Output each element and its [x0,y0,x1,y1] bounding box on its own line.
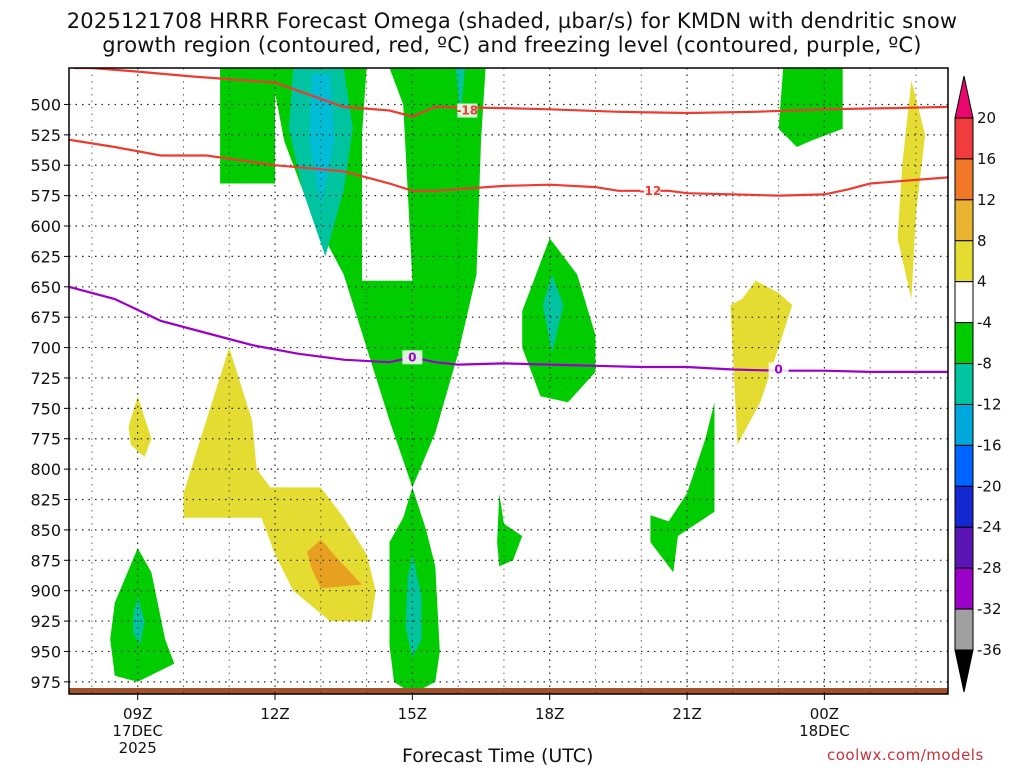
omega-region-17 [128,396,152,457]
x-tick-label-00Z: 00Z [810,705,839,723]
colorbar-label-7: -12 [977,395,1002,413]
contour-line-1 [69,138,948,197]
contour-label-2: 0 [408,350,416,364]
credit-link[interactable]: coolwx.com/models [827,746,984,764]
colorbar-swatch-8 [954,444,974,487]
colorbar-label-2: 12 [977,191,996,209]
grid [69,68,948,694]
contour-label-0: -18 [456,104,478,118]
contour-line-0 [73,68,948,118]
colorbar-label-6: -8 [977,355,992,373]
contours: -18 -12 0 0 [69,68,948,377]
colorbar-label-5: -4 [977,314,992,332]
contour-label-bg-2 [402,350,423,365]
colorbar-label-1: 16 [977,150,996,168]
omega-region-19 [897,80,926,299]
omega-region-8 [650,402,715,573]
x-tick-label-15Z: 15Z [398,705,427,723]
colorbar-swatch-5 [954,322,974,365]
y-tick-label-600: 600 [30,217,61,236]
contour-line-2 [69,285,948,373]
colorbar-swatch-3 [954,240,974,283]
colorbar-swatch-2 [954,199,974,242]
colorbar: 20 16 12 8 4 -4 -8 -12 -16 -20 -24 -28 -32 -36 [954,75,1002,693]
y-tick-label-550: 550 [30,156,61,175]
y-tick-label-575: 575 [30,187,61,206]
colorbar-label-3: 8 [977,232,987,250]
omega-shading [110,68,926,694]
contour-label-bg-1 [640,183,661,198]
colorbar-label-0: 20 [977,109,996,127]
colorbar-swatch-6 [954,363,974,405]
omega-region-18 [730,280,793,445]
colorbar-label-10: -24 [977,518,1002,536]
contour-label-3: 0 [774,362,782,376]
y-tick-label-875: 875 [30,551,61,570]
plot-area [69,68,948,694]
colorbar-swatch-7 [954,403,974,446]
omega-region-10 [778,68,843,147]
y-tick-label-725: 725 [30,369,61,388]
x-tick-label-18Z: 18Z [535,705,564,723]
x-axis-title: Forecast Time (UTC) [402,745,594,767]
y-tick-label-800: 800 [30,460,61,479]
contour-label-1: -12 [640,184,662,198]
y-tick-label-750: 750 [30,399,61,418]
colorbar-label-9: -20 [977,477,1002,495]
ground-strip [69,688,948,694]
contour-label-bg-3 [768,362,789,377]
colorbar-swatch-1 [954,158,974,201]
colorbar-swatch-11 [954,567,974,610]
colorbar-swatch-0 [954,117,974,160]
x-tick-date-09Z: 17DEC [112,722,163,740]
chart-title-line-2: growth region (contoured, red, ºC) and f… [102,33,922,57]
y-tick-label-500: 500 [30,95,61,114]
colorbar-label-11: -28 [977,559,1002,577]
contour-label-bg-0 [457,103,478,118]
omega-region-12 [405,554,422,658]
omega-region-14 [133,596,145,646]
colorbar-label-4: 4 [977,273,987,291]
x-tick-label-09Z: 09Z [123,705,152,723]
y-tick-label-675: 675 [30,308,61,327]
y-tick-label-775: 775 [30,430,61,449]
colorbar-bottom-arrow [954,649,974,693]
y-tick-label-525: 525 [30,126,61,145]
y-tick-label-850: 850 [30,521,61,540]
omega-region-9 [497,493,523,567]
colorbar-top-arrow [954,75,974,119]
y-tick-label-925: 925 [30,612,61,631]
omega-region-0 [220,68,275,184]
x-tick-date-00Z: 18DEC [799,722,850,740]
colorbar-swatch-10 [954,526,974,569]
colorbar-swatch-12 [954,608,974,651]
plot-frame [68,67,949,695]
y-tick-label-950: 950 [30,642,61,661]
omega-region-5 [455,68,465,117]
x-tick-year-09Z: 2025 [119,739,157,757]
y-tick-label-975: 975 [30,673,61,692]
omega-region-3 [309,74,335,206]
colorbar-label-8: -16 [977,436,1002,454]
colorbar-swatch-4 [954,281,974,324]
y-tick-label-900: 900 [30,582,61,601]
colorbar-swatch-9 [954,485,974,528]
y-tick-label-825: 825 [30,491,61,510]
chart-title-line-1: 2025121708 HRRR Forecast Omega (shaded, … [66,9,958,33]
colorbar-label-12: -32 [977,600,1002,618]
omega-region-7 [542,274,564,354]
y-tick-label-700: 700 [30,339,61,358]
y-tick-label-625: 625 [30,247,61,266]
colorbar-label-13: -36 [977,641,1002,659]
x-tick-label-12Z: 12Z [260,705,289,723]
x-tick-label-21Z: 21Z [672,705,701,723]
y-tick-label-650: 650 [30,278,61,297]
